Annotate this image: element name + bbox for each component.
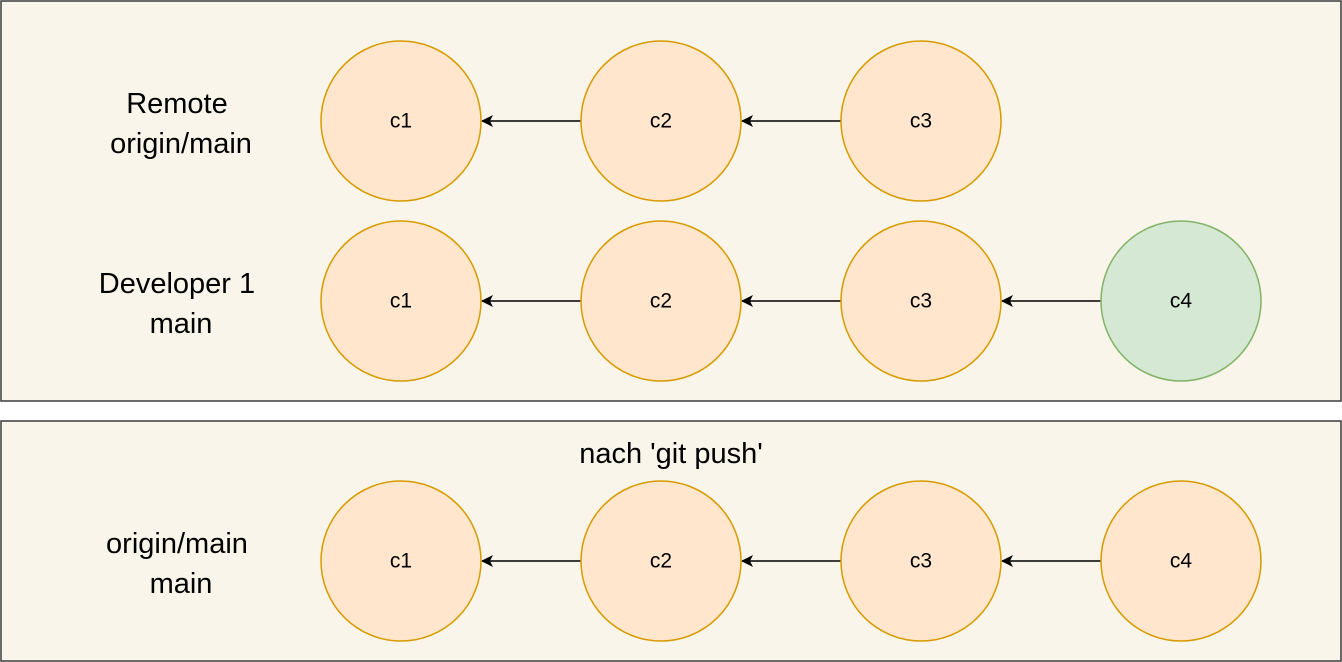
after-push-commit-node-c1 <box>320 480 482 642</box>
developer-commit-label-c2: c2 <box>650 290 672 313</box>
remote-commit-label-c2: c2 <box>650 110 672 133</box>
remote-commit-node-c1 <box>320 40 482 202</box>
after-push-row-label: origin/main main <box>106 528 256 600</box>
developer-commit-node-c4 <box>1100 220 1262 382</box>
developer-row-label: Developer 1 main <box>99 268 263 340</box>
remote-commit-label-c3: c3 <box>910 110 932 133</box>
after-push-commit-node-c2 <box>580 480 742 642</box>
after-push-commit-node-c3 <box>840 480 1002 642</box>
remote-commit-node-c2 <box>580 40 742 202</box>
after-push-commit-label-c4: c4 <box>1170 550 1193 573</box>
after-push-commit-label-c1: c1 <box>390 550 412 573</box>
developer-commit-node-c3 <box>840 220 1002 382</box>
developer-commit-label-c3: c3 <box>910 290 932 313</box>
developer-commit-label-c1: c1 <box>390 290 412 313</box>
remote-commit-label-c1: c1 <box>390 110 412 133</box>
remote-commit-node-c3 <box>840 40 1002 202</box>
developer-commit-node-c2 <box>580 220 742 382</box>
after-push-commit-label-c2: c2 <box>650 550 672 573</box>
after-push-commit-label-c3: c3 <box>910 550 932 573</box>
developer-commit-node-c1 <box>320 220 482 382</box>
after-push-commit-node-c4 <box>1100 480 1262 642</box>
developer-commit-label-c4: c4 <box>1170 290 1193 313</box>
commit-chains: c1 c2 c3 c1 c2 c3 c4 c1 c2 c3 c4 <box>320 40 1262 642</box>
after-push-title: nach 'git push' <box>579 438 763 470</box>
remote-row-label: Remote origin/main <box>110 88 252 160</box>
